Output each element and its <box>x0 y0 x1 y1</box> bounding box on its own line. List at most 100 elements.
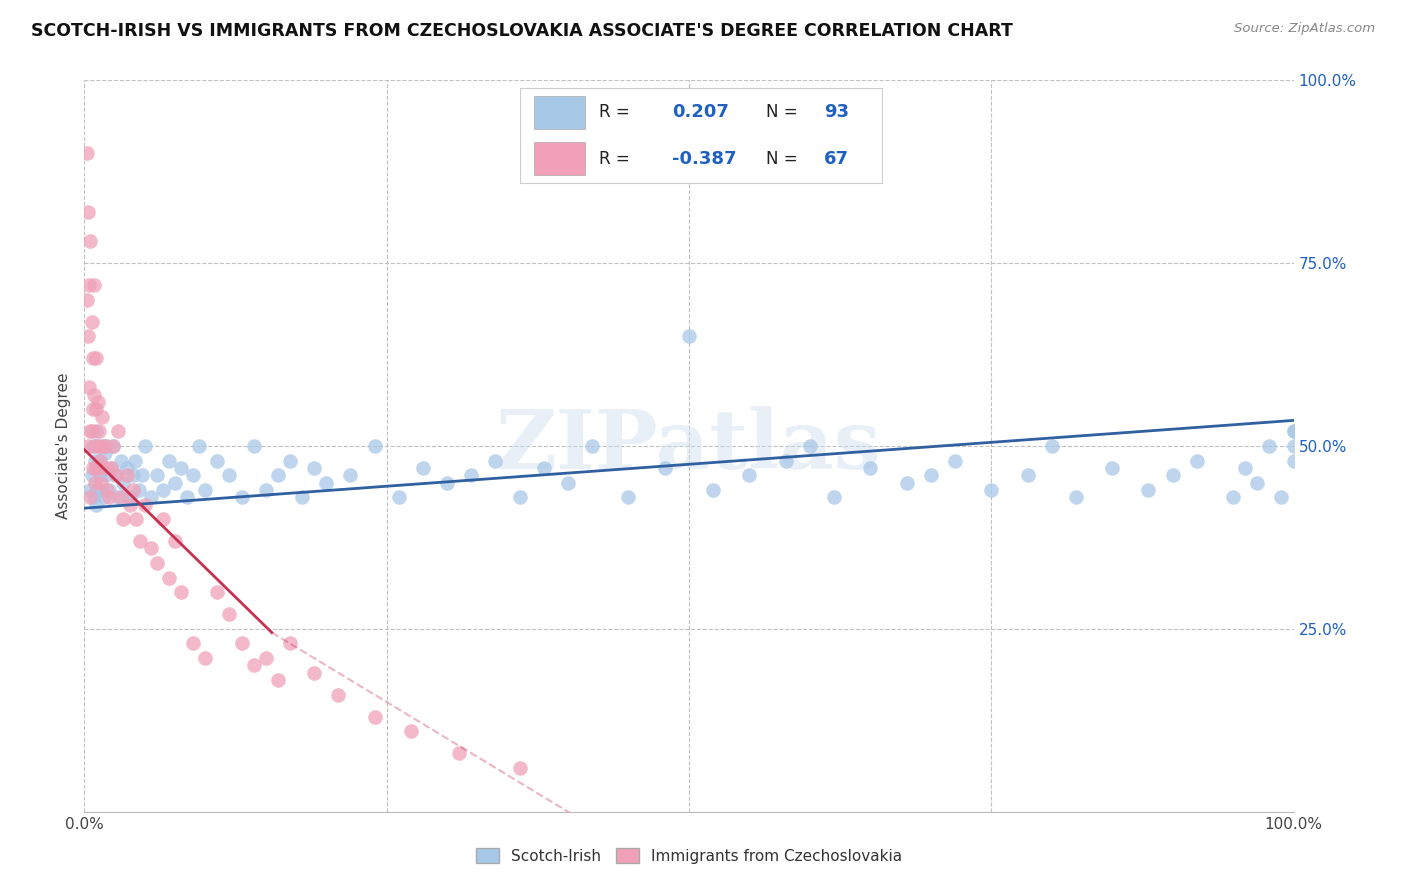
Point <box>943 453 966 467</box>
Point <box>86 395 108 409</box>
Text: ZIPatlas: ZIPatlas <box>496 406 882 486</box>
Point <box>94 461 117 475</box>
Point <box>97 483 120 497</box>
Point <box>94 446 117 460</box>
Point <box>436 475 458 490</box>
Point <box>581 439 603 453</box>
Point <box>120 498 142 512</box>
Point <box>1270 490 1292 504</box>
Point <box>139 541 162 556</box>
Point <box>83 278 105 293</box>
Point <box>84 439 107 453</box>
Point <box>87 453 110 467</box>
Point <box>86 461 108 475</box>
Point <box>77 278 100 293</box>
Point <box>86 461 108 475</box>
Point <box>859 461 882 475</box>
Point <box>77 380 100 394</box>
Point <box>121 468 143 483</box>
Point <box>90 439 112 453</box>
Point <box>254 483 277 497</box>
Point <box>112 512 135 526</box>
Point <box>93 439 115 453</box>
Point <box>194 651 217 665</box>
Point <box>339 468 361 483</box>
Point <box>152 512 174 526</box>
Point <box>134 439 156 453</box>
Point <box>823 490 845 504</box>
Point <box>82 461 104 475</box>
Point <box>1222 490 1244 504</box>
Point <box>152 483 174 497</box>
Point <box>218 607 240 622</box>
Point <box>87 425 110 439</box>
Point <box>267 468 290 483</box>
Point <box>107 425 129 439</box>
Point <box>84 453 107 467</box>
Point <box>77 439 100 453</box>
Point <box>80 425 103 439</box>
Y-axis label: Associate's Degree: Associate's Degree <box>56 373 72 519</box>
Point <box>388 490 411 504</box>
Point <box>363 439 385 453</box>
Point <box>165 534 187 549</box>
Point <box>157 571 180 585</box>
Point <box>94 468 117 483</box>
Point <box>181 468 204 483</box>
Point <box>128 483 150 497</box>
Point <box>97 490 120 504</box>
Point <box>1040 439 1063 453</box>
Point <box>509 490 531 504</box>
Point <box>1234 461 1257 475</box>
Point <box>104 468 127 483</box>
Point <box>79 234 101 248</box>
Point <box>112 475 135 490</box>
Point <box>1101 461 1123 475</box>
Point <box>129 534 152 549</box>
Point <box>165 475 187 490</box>
Point <box>1064 490 1087 504</box>
Point <box>82 439 104 453</box>
Point <box>87 439 110 453</box>
Point <box>980 483 1002 497</box>
Point <box>617 490 640 504</box>
Point <box>896 475 918 490</box>
Point <box>170 585 193 599</box>
Point <box>94 439 117 453</box>
Point <box>86 402 108 417</box>
Point <box>89 468 111 483</box>
Point <box>139 490 162 504</box>
Point <box>1282 439 1305 453</box>
Point <box>96 439 118 453</box>
Point <box>110 490 132 504</box>
Point <box>1282 425 1305 439</box>
Point <box>242 658 264 673</box>
Point <box>86 461 108 475</box>
Point <box>1282 425 1305 439</box>
Point <box>79 425 101 439</box>
Point <box>157 453 180 467</box>
Point <box>115 461 138 475</box>
Point <box>79 490 101 504</box>
Point <box>100 461 122 475</box>
Point <box>80 315 103 329</box>
Point <box>738 468 761 483</box>
Point <box>302 461 325 475</box>
Point <box>134 498 156 512</box>
Point <box>654 461 676 475</box>
Point <box>231 490 253 504</box>
Text: SCOTCH-IRISH VS IMMIGRANTS FROM CZECHOSLOVAKIA ASSOCIATE'S DEGREE CORRELATION CH: SCOTCH-IRISH VS IMMIGRANTS FROM CZECHOSL… <box>31 22 1012 40</box>
Point <box>302 665 325 680</box>
Point <box>1246 475 1268 490</box>
Point <box>449 746 471 760</box>
Point <box>207 453 229 467</box>
Point <box>104 468 127 483</box>
Point <box>188 439 211 453</box>
Point <box>93 490 115 504</box>
Point <box>254 651 277 665</box>
Point <box>1258 439 1281 453</box>
Point <box>115 468 138 483</box>
Point <box>484 453 506 467</box>
Point <box>110 453 132 467</box>
Point <box>79 483 101 497</box>
